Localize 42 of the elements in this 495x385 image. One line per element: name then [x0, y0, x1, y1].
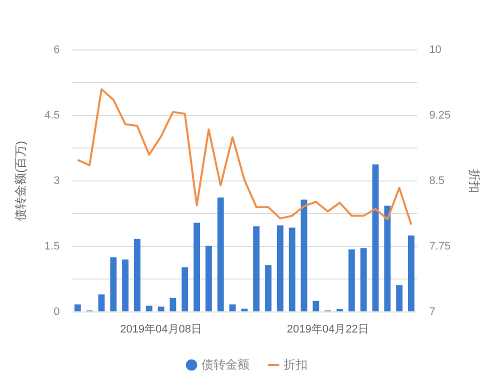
y2-tick-label: 9.25: [429, 109, 451, 122]
y-tick-label: 4.5: [44, 109, 60, 122]
bar: [170, 298, 176, 312]
y2-tick-label: 7: [429, 306, 436, 318]
y-tick-label: 0: [54, 306, 60, 318]
y-tick-label: 3: [54, 174, 60, 187]
y2-tick-label: 8.5: [429, 174, 444, 187]
bar: [312, 300, 320, 312]
bar: [146, 306, 152, 312]
bar: [384, 206, 391, 312]
y-axis-title: 债转金额(百万): [14, 140, 28, 221]
x-tick-label: 2019年04月08日: [120, 323, 202, 336]
bar: [194, 222, 200, 312]
bar: [396, 285, 403, 312]
bar: [205, 246, 212, 312]
y-tick-label: 1.5: [44, 240, 60, 252]
bar: [217, 197, 224, 312]
bar: [182, 267, 188, 312]
x-tick-label: 2019年04月22日: [286, 323, 369, 336]
legend-label: 债转金额: [202, 357, 250, 372]
bar: [276, 225, 284, 312]
legend-label: 折扣: [284, 357, 308, 372]
bar: [74, 304, 81, 312]
y2-tick-label: 10: [429, 44, 442, 56]
bar: [408, 235, 414, 312]
y-tick-label: 6: [54, 44, 60, 56]
bar: [372, 164, 379, 312]
bar: [253, 226, 260, 312]
bar: [98, 294, 105, 312]
bar: [241, 308, 248, 312]
y2-axis-title: 折扣: [467, 168, 482, 193]
bar: [134, 238, 140, 312]
bar: [348, 249, 355, 312]
bar: [122, 259, 129, 312]
bar: [300, 200, 308, 312]
bar: [110, 257, 117, 312]
y2-tick-label: 7.75: [429, 240, 451, 252]
bar: [229, 304, 236, 312]
bar: [265, 265, 272, 312]
bar: [288, 228, 296, 312]
bar: [360, 248, 367, 312]
bar: [158, 306, 164, 312]
